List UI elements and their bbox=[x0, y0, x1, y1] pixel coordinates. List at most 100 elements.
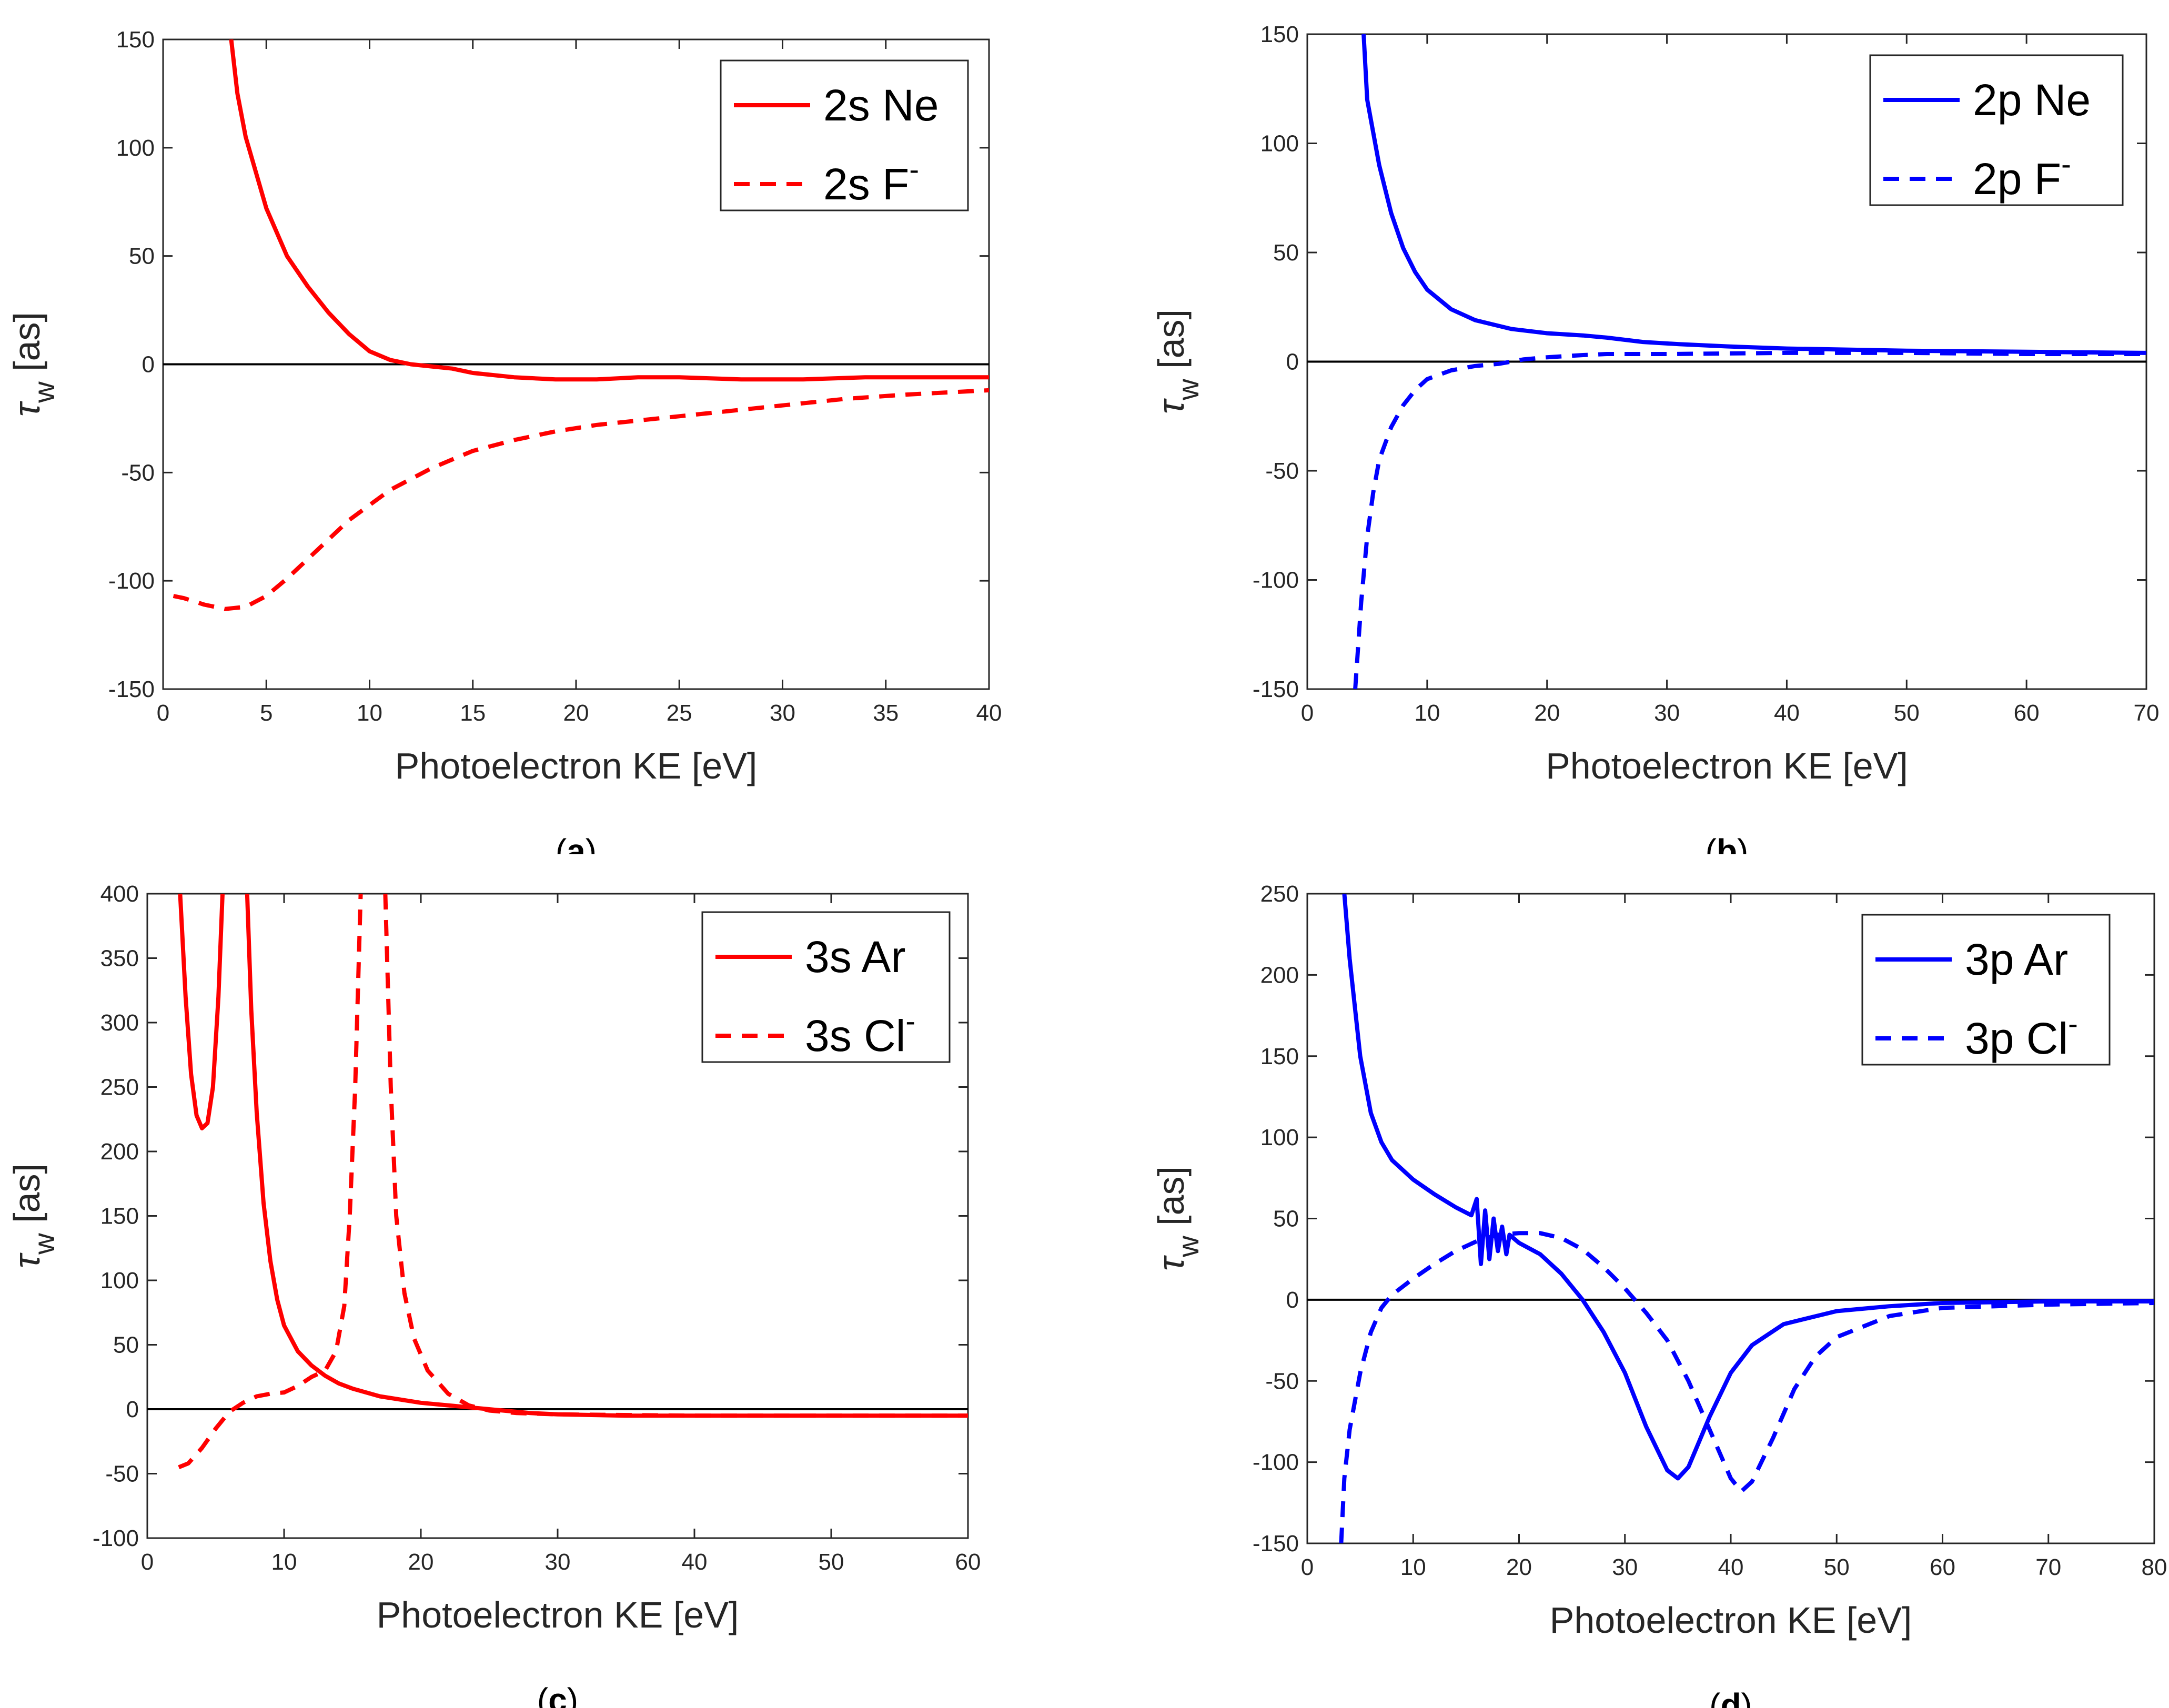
x-tick-label: 0 bbox=[1301, 1554, 1314, 1580]
legend-label: 3s Ar bbox=[805, 932, 905, 982]
x-tick-label: 50 bbox=[1894, 700, 1920, 726]
series-line-solid bbox=[229, 39, 989, 382]
y-tick-label: 150 bbox=[1260, 22, 1299, 47]
x-tick-label: 10 bbox=[1400, 1554, 1426, 1580]
panel-caption: (a) bbox=[556, 832, 597, 854]
legend-label: 3p Cl- bbox=[1965, 1007, 2078, 1063]
x-tick-label: 30 bbox=[1654, 700, 1680, 726]
y-tick-label: -50 bbox=[1265, 1368, 1299, 1394]
chart-panel-b: 0 10 20 30 40 50 60 70 -150 -100 -50 0 50 100 150 2p Ne… bbox=[1151, 22, 2160, 854]
x-tick-label: 30 bbox=[545, 1549, 571, 1575]
x-tick-label: 20 bbox=[1506, 1554, 1532, 1580]
x-tick-label: 30 bbox=[770, 700, 795, 726]
x-tick-label: 40 bbox=[1774, 700, 1800, 726]
x-tick-label: 10 bbox=[1414, 700, 1440, 726]
legend-label: 2p Ne bbox=[1973, 75, 2091, 125]
legend-label: 2s Ne bbox=[823, 80, 939, 130]
x-tick-label: 20 bbox=[408, 1549, 434, 1575]
series-group bbox=[1353, 34, 2146, 689]
y-tick-label: 300 bbox=[100, 1010, 139, 1036]
y-tick-label: 0 bbox=[1286, 1287, 1299, 1313]
x-tick-label: 10 bbox=[271, 1549, 297, 1575]
y-tick-label: 50 bbox=[1273, 1206, 1299, 1232]
y-tick-label: 100 bbox=[1260, 1125, 1299, 1150]
series-line-dashed bbox=[1353, 350, 2146, 689]
y-tick-label: -50 bbox=[121, 460, 155, 486]
x-tick-label: 60 bbox=[2014, 700, 2040, 726]
x-tick-label: 80 bbox=[2142, 1554, 2167, 1580]
y-tick-label: -50 bbox=[105, 1461, 139, 1487]
y-axis-label: τw [as] bbox=[6, 312, 60, 417]
y-tick-label: 100 bbox=[1260, 131, 1299, 157]
x-tick-label: 20 bbox=[1534, 700, 1560, 726]
x-tick-label: 10 bbox=[357, 700, 382, 726]
x-tick-label: 50 bbox=[819, 1549, 844, 1575]
y-axis-label: τw [as] bbox=[1151, 309, 1205, 414]
y-tick-label: 0 bbox=[1286, 349, 1299, 375]
y-tick-label: 100 bbox=[100, 1268, 139, 1293]
legend-label: 2s F- bbox=[823, 153, 919, 209]
x-tick-label: 70 bbox=[2035, 1554, 2061, 1580]
y-tick-label: 150 bbox=[100, 1204, 139, 1229]
x-tick-label: 40 bbox=[682, 1549, 708, 1575]
x-tick-label: 15 bbox=[460, 700, 486, 726]
x-tick-label: 40 bbox=[976, 700, 1002, 726]
series-line-solid bbox=[1361, 34, 2146, 355]
x-tick-label: 5 bbox=[260, 700, 273, 726]
y-tick-label: -100 bbox=[1253, 1450, 1299, 1475]
x-tick-label: 50 bbox=[1824, 1554, 1850, 1580]
y-tick-label: 0 bbox=[126, 1397, 139, 1422]
y-axis-label: τw [as] bbox=[1151, 1166, 1205, 1271]
y-tick-label: 250 bbox=[1260, 881, 1299, 907]
x-tick-label: 25 bbox=[667, 700, 692, 726]
x-tick-label: 35 bbox=[873, 700, 899, 726]
chart-panel-c: 0 10 20 30 40 50 60 -100 -50 0 50 100 150 200 250 300 35… bbox=[6, 881, 981, 1708]
x-tick-label: 30 bbox=[1612, 1554, 1638, 1580]
y-tick-label: -100 bbox=[1253, 568, 1299, 593]
x-axis-label: Photoelectron KE [eV] bbox=[377, 1594, 739, 1635]
legend-label: 2p F- bbox=[1973, 147, 2071, 204]
x-axis-label: Photoelectron KE [eV] bbox=[1546, 745, 1908, 786]
y-tick-label: 200 bbox=[100, 1139, 139, 1165]
y-axis-label: τw [as] bbox=[6, 1164, 60, 1268]
series-line-dashed bbox=[1339, 1231, 2154, 1543]
panel-caption: (d) bbox=[1709, 1686, 1752, 1708]
x-tick-label: 60 bbox=[1930, 1554, 1955, 1580]
legend-label: 3s Cl- bbox=[805, 1004, 915, 1060]
y-tick-label: 100 bbox=[116, 135, 155, 161]
series-group bbox=[1339, 894, 2154, 1543]
chart-panel-a: 0 5 10 15 20 25 30 35 40 -150 -100 -50 0 50 100 150 2s N… bbox=[6, 27, 1002, 854]
legend-label: 3p Ar bbox=[1965, 935, 2068, 984]
y-tick-label: -150 bbox=[1253, 676, 1299, 702]
series-group bbox=[173, 39, 989, 611]
panel-caption: (b) bbox=[1706, 832, 1749, 854]
y-tick-label: 200 bbox=[1260, 962, 1299, 988]
y-tick-label: 350 bbox=[100, 946, 139, 972]
chart-panel-d: 0 10 20 30 40 50 60 70 80 -150 -100 -50 0 50 100 150 200… bbox=[1151, 881, 2167, 1708]
y-tick-label: -150 bbox=[108, 676, 155, 702]
series-line-dashed bbox=[178, 894, 968, 1470]
x-tick-label: 0 bbox=[141, 1549, 154, 1575]
y-tick-label: -100 bbox=[108, 568, 155, 594]
x-tick-label: 60 bbox=[955, 1549, 981, 1575]
y-tick-label: 400 bbox=[100, 881, 139, 907]
x-tick-label: 20 bbox=[563, 700, 589, 726]
x-tick-label: 70 bbox=[2134, 700, 2160, 726]
y-tick-label: -150 bbox=[1253, 1531, 1299, 1557]
series-line-solid bbox=[1342, 894, 2154, 1481]
x-tick-label: 40 bbox=[1718, 1554, 1744, 1580]
y-tick-label: 50 bbox=[129, 244, 155, 269]
x-axis-label: Photoelectron KE [eV] bbox=[1550, 1600, 1912, 1641]
x-tick-label: 0 bbox=[1301, 700, 1314, 726]
y-tick-label: 150 bbox=[1260, 1044, 1299, 1069]
series-group bbox=[178, 894, 968, 1470]
y-tick-label: -100 bbox=[93, 1525, 139, 1551]
y-tick-label: 150 bbox=[116, 27, 155, 53]
y-tick-label: 50 bbox=[113, 1332, 139, 1358]
panel-caption: (c) bbox=[537, 1681, 578, 1708]
y-tick-label: -50 bbox=[1265, 458, 1299, 484]
y-tick-label: 0 bbox=[142, 352, 155, 378]
x-tick-label: 0 bbox=[157, 700, 169, 726]
y-tick-label: 250 bbox=[100, 1075, 139, 1100]
